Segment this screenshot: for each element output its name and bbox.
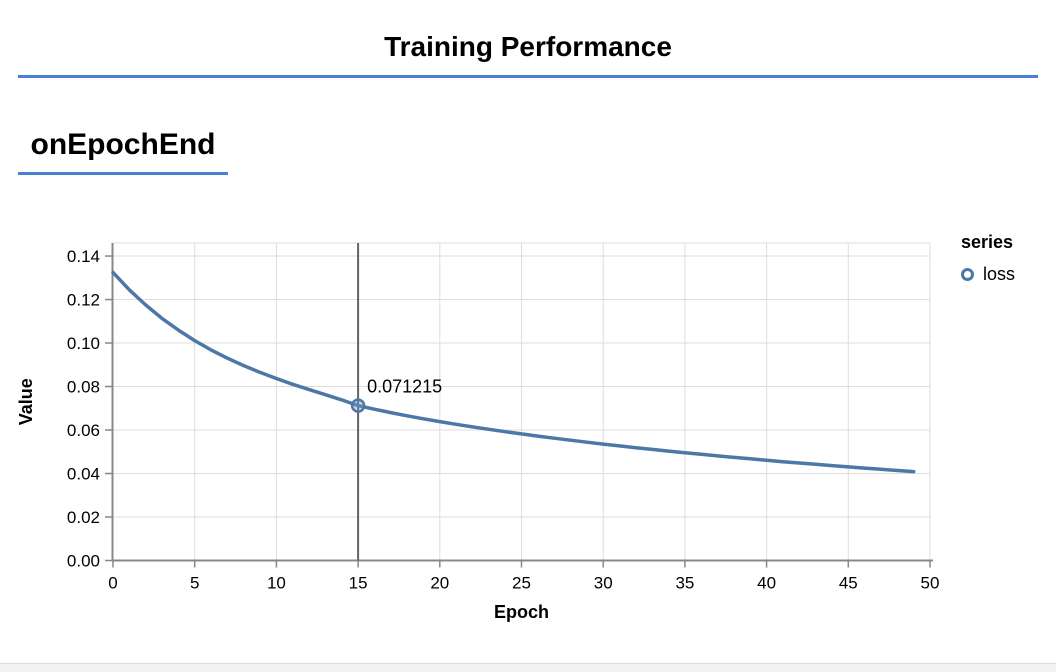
tooltip-value: 0.071215 <box>367 377 442 397</box>
x-tick-label: 0 <box>108 574 117 593</box>
y-tick-label: 0.08 <box>67 378 100 397</box>
x-axis-title: Epoch <box>494 602 549 622</box>
y-tick-label: 0.04 <box>67 465 100 484</box>
y-tick-label: 0.02 <box>67 508 100 527</box>
y-tick-label: 0.00 <box>67 552 100 571</box>
x-tick-label: 20 <box>430 574 449 593</box>
y-axis-title: Value <box>16 378 36 425</box>
y-tick-label: 0.12 <box>67 291 100 310</box>
x-tick-label: 50 <box>921 574 940 593</box>
x-tick-label: 35 <box>675 574 694 593</box>
legend-entry-loss: loss <box>961 264 1015 285</box>
highlighted-point[interactable] <box>350 398 366 413</box>
legend-label: loss <box>983 264 1016 284</box>
x-tick-label: 25 <box>512 574 531 593</box>
x-tick-label: 15 <box>349 574 368 593</box>
section-heading: onEpochEnd <box>30 128 216 161</box>
x-tick-label: 45 <box>839 574 858 593</box>
y-tick-label: 0.14 <box>67 247 100 266</box>
y-tick-label: 0.06 <box>67 421 100 440</box>
section-heading-underline: onEpochEnd <box>18 130 228 175</box>
x-tick-label: 10 <box>267 574 286 593</box>
chart-legend: series loss <box>961 232 1015 285</box>
open-circle-marker-icon <box>961 268 974 281</box>
page-title: Training Performance <box>384 31 672 62</box>
x-tick-label: 30 <box>594 574 613 593</box>
loss-curve <box>111 270 916 474</box>
title-divider <box>18 75 1038 78</box>
page-bottom-strip <box>0 663 1056 672</box>
x-tick-label: 40 <box>757 574 776 593</box>
plot-area[interactable] <box>113 243 930 561</box>
legend-title: series <box>961 232 1014 252</box>
x-tick-label: 5 <box>190 574 199 593</box>
y-tick-label: 0.10 <box>67 334 100 353</box>
